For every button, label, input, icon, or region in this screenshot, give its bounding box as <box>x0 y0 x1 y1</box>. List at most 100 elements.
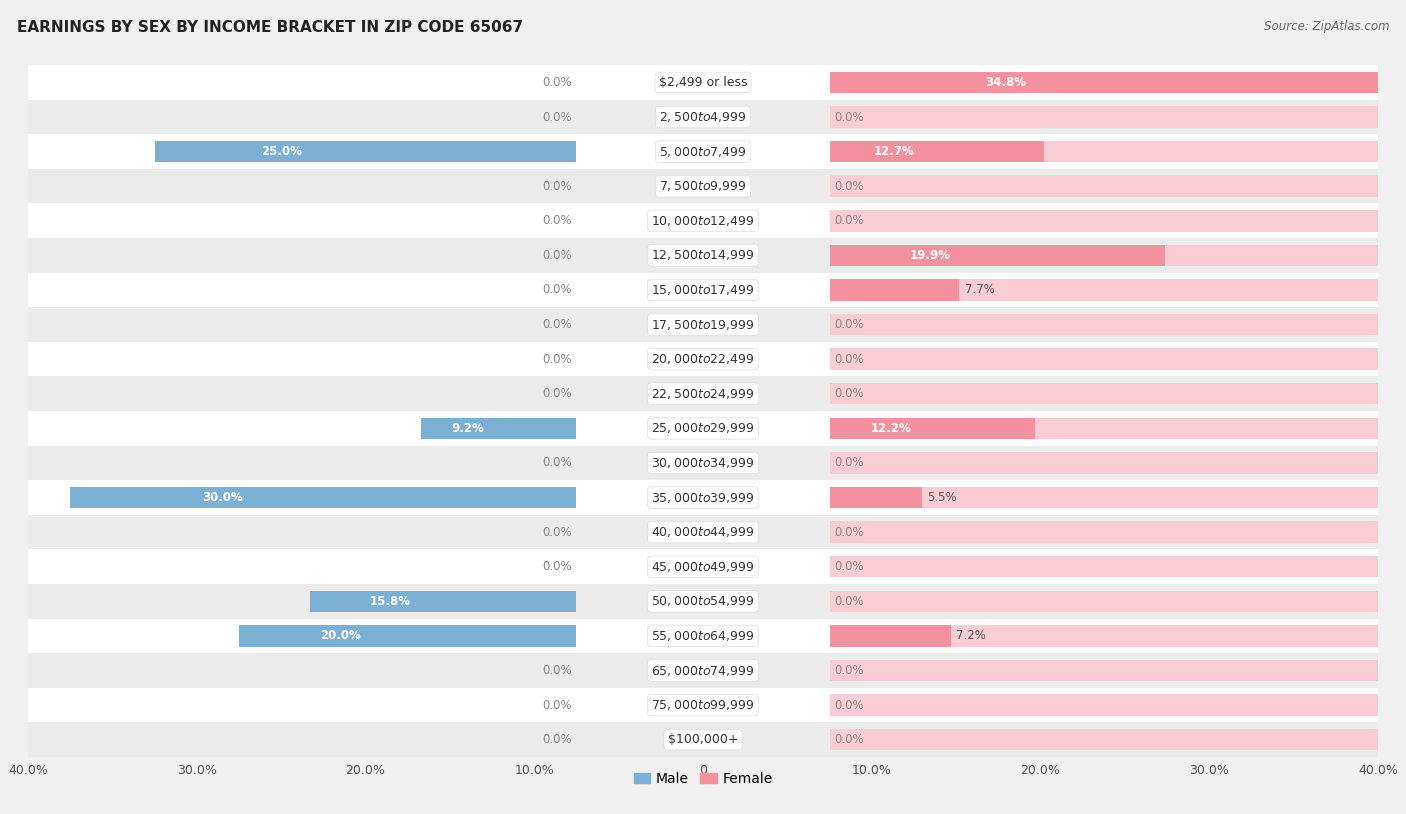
Bar <box>28 342 1378 376</box>
Bar <box>830 279 1378 300</box>
Text: 0.0%: 0.0% <box>541 733 571 746</box>
Bar <box>830 729 1378 751</box>
Text: Source: ZipAtlas.com: Source: ZipAtlas.com <box>1264 20 1389 33</box>
Bar <box>0 660 28 681</box>
Bar <box>0 556 28 577</box>
Bar <box>28 307 1378 342</box>
Text: 0.0%: 0.0% <box>541 318 571 331</box>
Bar <box>830 141 1378 162</box>
Text: 0.0%: 0.0% <box>835 318 865 331</box>
Text: 0.0%: 0.0% <box>835 664 865 677</box>
Bar <box>830 348 1378 370</box>
Bar <box>28 238 1378 273</box>
Bar <box>830 383 1378 405</box>
Text: 0.0%: 0.0% <box>835 214 865 227</box>
Text: $30,000 to $34,999: $30,000 to $34,999 <box>651 456 755 470</box>
Bar <box>155 141 576 162</box>
Bar <box>28 169 1378 204</box>
Text: 0.0%: 0.0% <box>835 457 865 470</box>
Bar <box>830 314 1378 335</box>
Bar <box>0 141 28 162</box>
Bar <box>830 453 1378 474</box>
Text: 0.0%: 0.0% <box>541 698 571 711</box>
Bar <box>239 625 576 646</box>
Bar <box>830 487 922 508</box>
Bar <box>28 204 1378 238</box>
Text: 0.0%: 0.0% <box>835 180 865 193</box>
Text: 0.0%: 0.0% <box>541 526 571 539</box>
Bar <box>830 141 1043 162</box>
Text: 0.0%: 0.0% <box>835 526 865 539</box>
Text: 0.0%: 0.0% <box>835 387 865 400</box>
Bar <box>830 556 1378 577</box>
Bar <box>0 522 28 543</box>
Text: 34.8%: 34.8% <box>986 76 1026 89</box>
Bar <box>28 619 1378 653</box>
Bar <box>830 279 959 300</box>
Bar <box>0 453 28 474</box>
Text: 0.0%: 0.0% <box>541 457 571 470</box>
Text: $55,000 to $64,999: $55,000 to $64,999 <box>651 629 755 643</box>
Bar <box>830 418 1035 439</box>
Bar <box>28 376 1378 411</box>
Text: 7.7%: 7.7% <box>965 283 994 296</box>
Bar <box>830 245 1378 266</box>
Bar <box>28 584 1378 619</box>
Text: 30.0%: 30.0% <box>202 491 242 504</box>
Bar <box>28 134 1378 169</box>
Text: 0.0%: 0.0% <box>835 698 865 711</box>
Bar <box>0 418 28 439</box>
Bar <box>830 625 950 646</box>
Text: $65,000 to $74,999: $65,000 to $74,999 <box>651 663 755 677</box>
Text: $45,000 to $49,999: $45,000 to $49,999 <box>651 560 755 574</box>
Bar <box>0 72 28 93</box>
Bar <box>28 446 1378 480</box>
Bar <box>830 625 1378 646</box>
Text: 9.2%: 9.2% <box>451 422 484 435</box>
Text: $15,000 to $17,499: $15,000 to $17,499 <box>651 283 755 297</box>
Text: 0.0%: 0.0% <box>835 733 865 746</box>
Text: 0.0%: 0.0% <box>835 595 865 608</box>
Bar <box>28 480 1378 515</box>
Bar <box>830 245 1166 266</box>
Bar <box>28 653 1378 688</box>
Text: 25.0%: 25.0% <box>260 145 302 158</box>
Text: 0.0%: 0.0% <box>541 664 571 677</box>
Text: $40,000 to $44,999: $40,000 to $44,999 <box>651 525 755 539</box>
Bar <box>830 660 1378 681</box>
Bar <box>28 549 1378 584</box>
Bar <box>830 591 1378 612</box>
Text: 5.5%: 5.5% <box>928 491 957 504</box>
Bar <box>830 107 1378 128</box>
Text: $12,500 to $14,999: $12,500 to $14,999 <box>651 248 755 262</box>
Text: 0.0%: 0.0% <box>541 214 571 227</box>
Bar <box>28 411 1378 446</box>
Bar <box>0 694 28 716</box>
Text: $7,500 to $9,999: $7,500 to $9,999 <box>659 179 747 193</box>
Text: $20,000 to $22,499: $20,000 to $22,499 <box>651 352 755 366</box>
Bar <box>0 245 28 266</box>
Bar <box>0 383 28 405</box>
Bar <box>0 210 28 231</box>
Bar <box>0 348 28 370</box>
Bar <box>28 273 1378 307</box>
Bar <box>422 418 576 439</box>
Text: $75,000 to $99,999: $75,000 to $99,999 <box>651 698 755 712</box>
Text: 19.9%: 19.9% <box>910 249 950 262</box>
Text: $35,000 to $39,999: $35,000 to $39,999 <box>651 491 755 505</box>
Text: 0.0%: 0.0% <box>541 76 571 89</box>
Text: $22,500 to $24,999: $22,500 to $24,999 <box>651 387 755 400</box>
Text: 15.8%: 15.8% <box>370 595 411 608</box>
Bar <box>70 487 576 508</box>
Text: $100,000+: $100,000+ <box>668 733 738 746</box>
Bar <box>0 314 28 335</box>
Bar <box>830 487 1378 508</box>
Text: 12.2%: 12.2% <box>870 422 911 435</box>
Bar <box>28 65 1378 99</box>
Text: $50,000 to $54,999: $50,000 to $54,999 <box>651 594 755 608</box>
Bar <box>28 99 1378 134</box>
Bar <box>0 279 28 300</box>
Bar <box>830 694 1378 716</box>
Text: 0.0%: 0.0% <box>541 352 571 365</box>
Text: 0.0%: 0.0% <box>835 352 865 365</box>
